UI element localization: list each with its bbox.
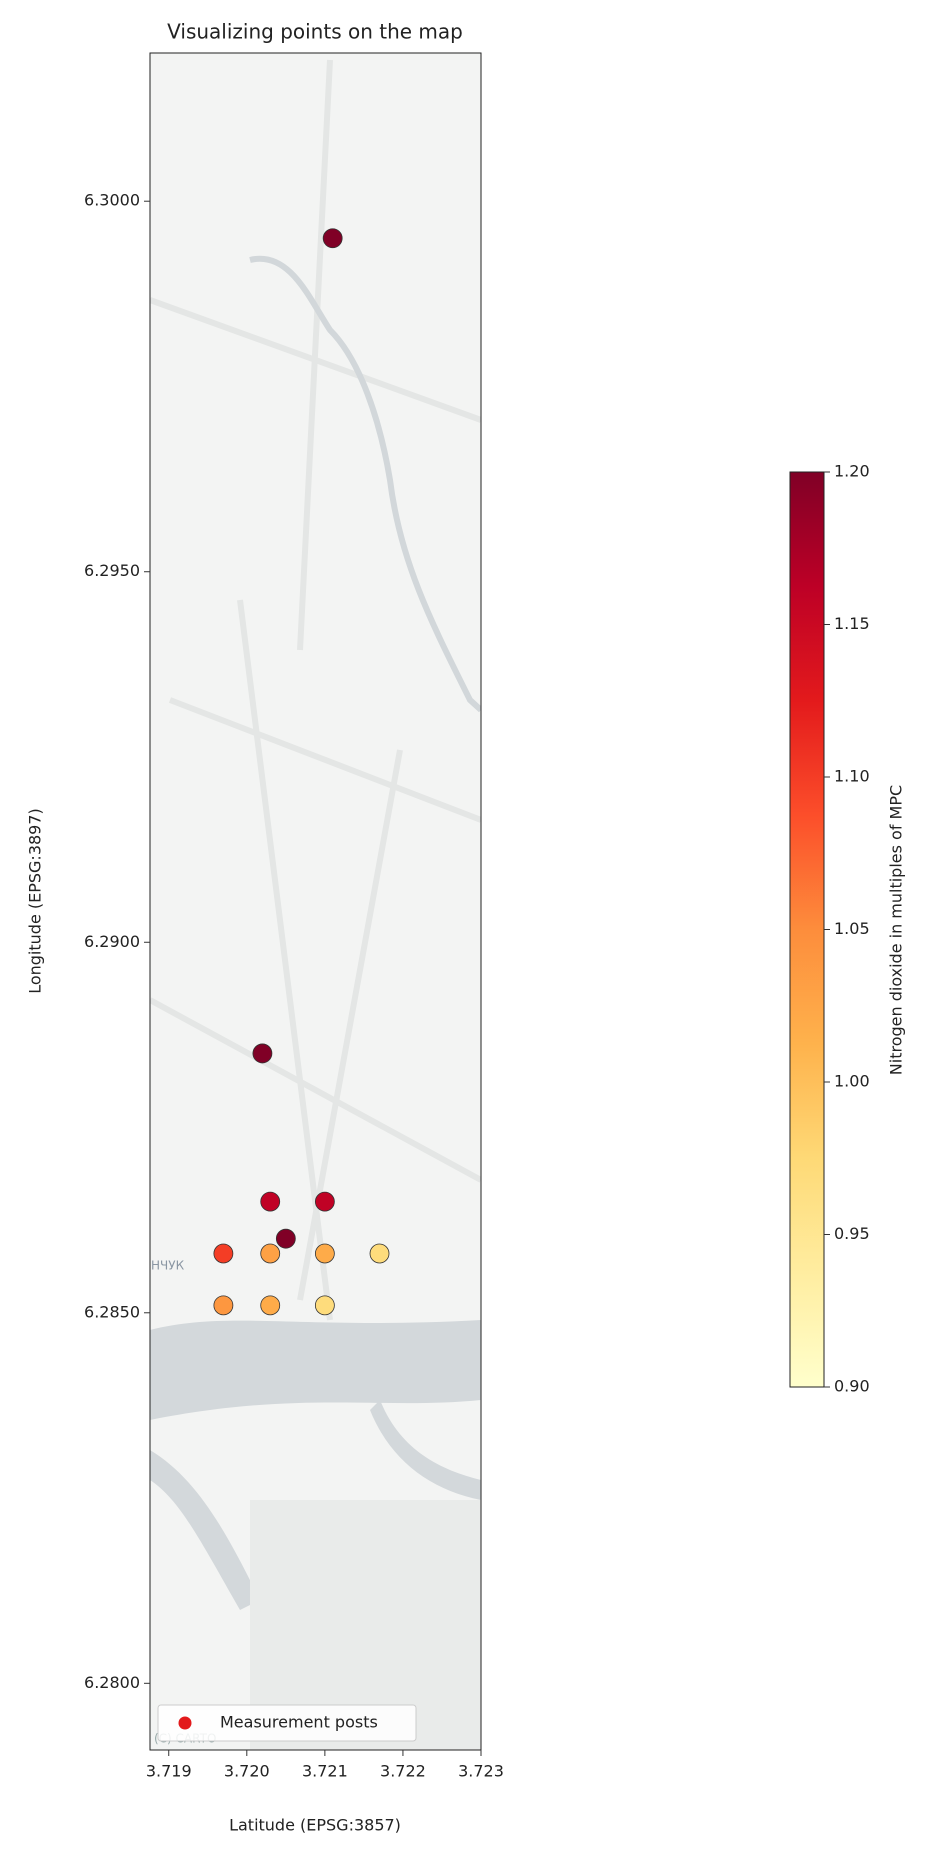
- chart-title: Visualizing points on the map: [167, 20, 463, 44]
- colorbar: [789, 471, 825, 1388]
- point: [369, 1243, 390, 1264]
- y-tick-label: 6.3000: [84, 191, 140, 210]
- point: [275, 1228, 296, 1249]
- colorbar-tick-label: 0.90: [834, 1377, 870, 1396]
- colorbar-tick-label: 1.05: [834, 919, 870, 938]
- legend: Measurement posts: [157, 1704, 417, 1742]
- legend-box: [157, 1704, 417, 1742]
- colorbar-tick-label: 0.95: [834, 1224, 870, 1243]
- point: [314, 1243, 335, 1264]
- colorbar-tick-label: 1.10: [834, 767, 870, 786]
- point: [213, 1243, 234, 1264]
- x-tick-label: 3.721: [302, 1762, 348, 1781]
- colorbar-tick-label: 1.20: [834, 462, 870, 481]
- plot-frame: [149, 52, 482, 1751]
- colorbar-tick-label: 1.15: [834, 614, 870, 633]
- point: [260, 1243, 281, 1264]
- legend-marker: [178, 1716, 192, 1730]
- y-tick-label: 6.2900: [84, 932, 140, 951]
- y-axis-label: Longitude (EPSG:3897): [26, 808, 45, 994]
- point: [322, 228, 343, 249]
- y-tick-label: 6.2950: [84, 561, 140, 580]
- point: [260, 1295, 281, 1316]
- map-label: НЧУК: [151, 1259, 185, 1273]
- point: [252, 1043, 273, 1064]
- point: [314, 1295, 335, 1316]
- x-tick-label: 3.723: [458, 1762, 504, 1781]
- point: [260, 1191, 281, 1212]
- point: [314, 1191, 335, 1212]
- y-tick-label: 6.2850: [84, 1302, 140, 1321]
- map-background: [150, 53, 481, 1750]
- colorbar-tick-label: 1.00: [834, 1072, 870, 1091]
- x-tick-label: 3.719: [146, 1762, 192, 1781]
- x-tick-label: 3.722: [380, 1762, 426, 1781]
- point: [213, 1295, 234, 1316]
- colorbar-label: Nitrogen dioxide in multiples of MPC: [887, 785, 906, 1075]
- x-tick-label: 3.720: [224, 1762, 270, 1781]
- legend-label: Measurement posts: [220, 1713, 378, 1732]
- y-tick-label: 6.2800: [84, 1673, 140, 1692]
- x-axis-label: Latitude (EPSG:3857): [229, 1816, 401, 1835]
